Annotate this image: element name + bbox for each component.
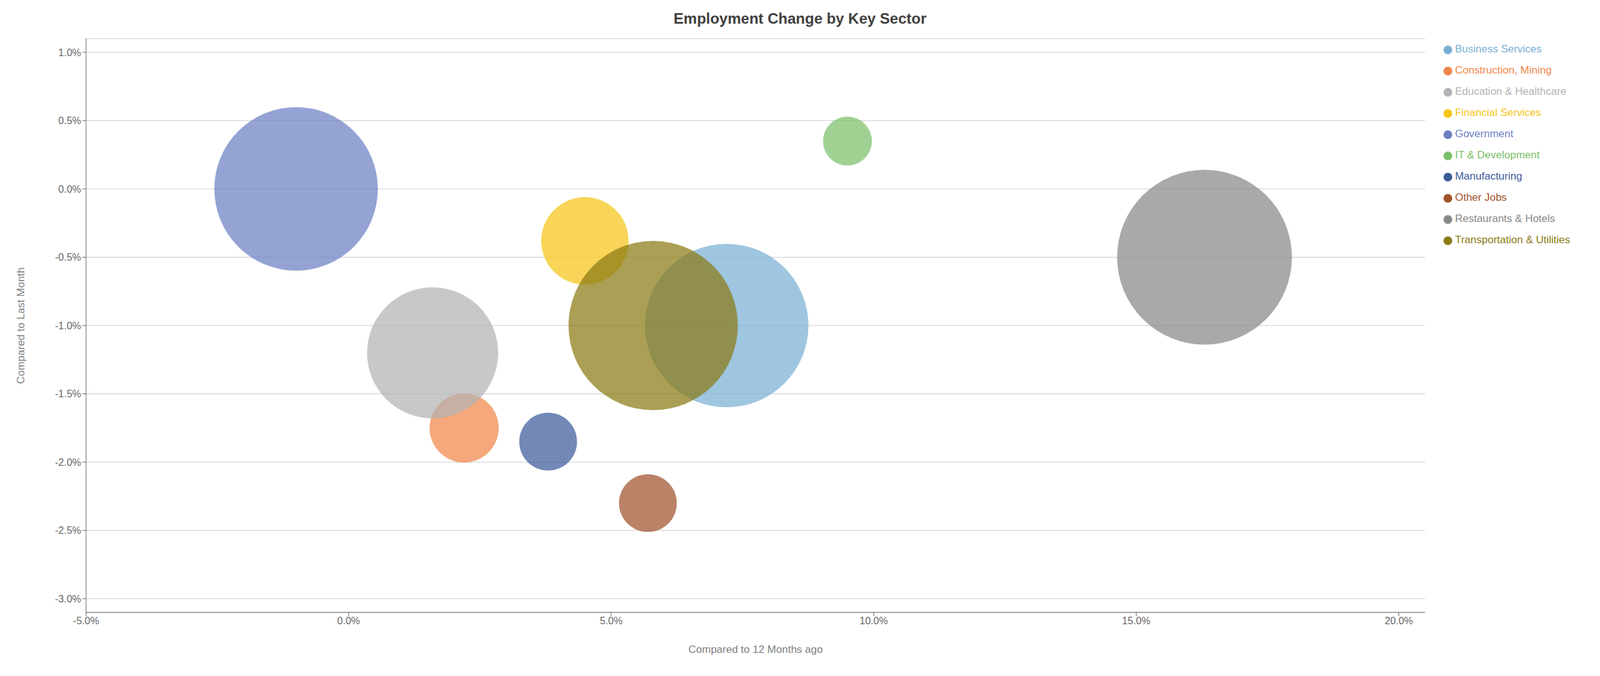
html-text:Education & Healthcare: Education & Healthcare xyxy=(1454,85,1567,98)
html-text:Employment Change by Key Secto: Employment Change by Key Sector xyxy=(673,9,927,27)
html-text:Transportation & Utilities: Transportation & Utilities xyxy=(1454,233,1571,246)
svg-text:-1.0%: -1.0% xyxy=(54,320,82,332)
svg-text:0.5%: 0.5% xyxy=(58,115,82,126)
html-text:Manufacturing: Manufacturing xyxy=(1454,170,1523,183)
html-text:Financial Services: Financial Services xyxy=(1454,106,1542,119)
svg-text:10.0%: 10.0% xyxy=(859,615,888,627)
svg-text:-3.0%: -3.0% xyxy=(54,593,82,605)
html-text:IT & Development: IT & Development xyxy=(1454,149,1540,161)
html-text:Government: Government xyxy=(1454,127,1514,140)
svg-text:0.0%: 0.0% xyxy=(337,615,360,627)
svg-text:-1.5%: -1.5% xyxy=(54,388,82,400)
html-text:Restaurants & Hotels: Restaurants & Hotels xyxy=(1454,212,1556,225)
svg-text:1.0%: 1.0% xyxy=(58,47,82,58)
svg-text:5.0%: 5.0% xyxy=(599,615,623,627)
svg-text:-2.5%: -2.5% xyxy=(54,525,82,536)
svg-text:Compared to Last Month: Compared to Last Month xyxy=(14,266,27,384)
html-text:Construction, Mining: Construction, Mining xyxy=(1454,64,1552,77)
svg-text:Compared to 12 Months ago: Compared to 12 Months ago xyxy=(688,643,823,656)
svg-text:-5.0%: -5.0% xyxy=(72,615,100,627)
html-text:Other Jobs: Other Jobs xyxy=(1454,191,1507,204)
svg-text:-2.0%: -2.0% xyxy=(54,457,82,468)
svg-text:15.0%: 15.0% xyxy=(1122,615,1151,627)
svg-text:0.0%: 0.0% xyxy=(58,183,82,195)
html-text:Business Services: Business Services xyxy=(1454,43,1542,55)
svg-text:20.0%: 20.0% xyxy=(1384,615,1413,627)
svg-text:-0.5%: -0.5% xyxy=(54,251,82,263)
